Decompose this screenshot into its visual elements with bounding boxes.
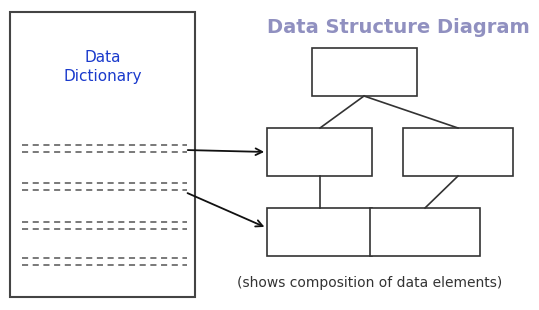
Bar xyxy=(403,128,513,176)
Text: Data Structure Diagram: Data Structure Diagram xyxy=(267,18,530,37)
Bar xyxy=(10,12,195,297)
Bar xyxy=(267,128,372,176)
Bar xyxy=(370,208,480,256)
Text: (shows composition of data elements): (shows composition of data elements) xyxy=(237,276,503,290)
Bar xyxy=(312,48,417,96)
Bar xyxy=(267,208,372,256)
Text: Data
Dictionary: Data Dictionary xyxy=(63,50,142,84)
